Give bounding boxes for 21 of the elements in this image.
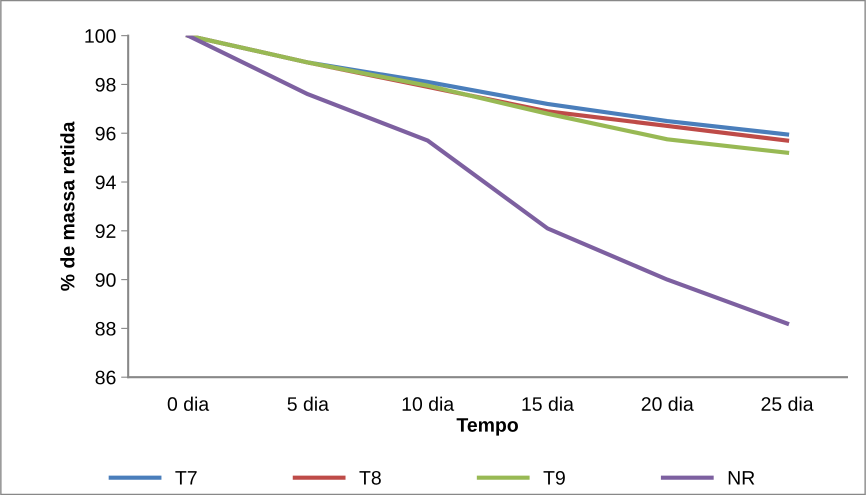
legend-label: T7	[175, 471, 197, 485]
x-tick-label: 5 dia	[288, 396, 329, 411]
x-tick-label: 25 dia	[762, 396, 814, 411]
x-tick-label: 15 dia	[522, 396, 574, 411]
x-tick-label: 10 dia	[402, 396, 454, 411]
y-tick-label: 90	[96, 273, 116, 287]
y-tick-label: 96	[96, 126, 116, 140]
legend-label: T8	[359, 470, 381, 485]
line-series	[186, 36, 790, 326]
y-tick-label: 100	[85, 29, 116, 43]
x-tick-label: 0 dia	[168, 396, 210, 411]
y-tick-label: 92	[96, 224, 116, 238]
x-tick-label: 20 dia	[642, 396, 694, 411]
legend-label: T9	[544, 470, 565, 485]
y-tick-label: 94	[96, 175, 116, 190]
y-tick-label: 98	[96, 78, 116, 92]
x-axis-title: Tempo	[456, 418, 518, 436]
y-axis-title: % de massa retida	[60, 121, 75, 291]
y-tick-label: 86	[96, 370, 116, 384]
legend-label: NR	[728, 471, 754, 485]
y-tick-label: 88	[96, 322, 116, 336]
